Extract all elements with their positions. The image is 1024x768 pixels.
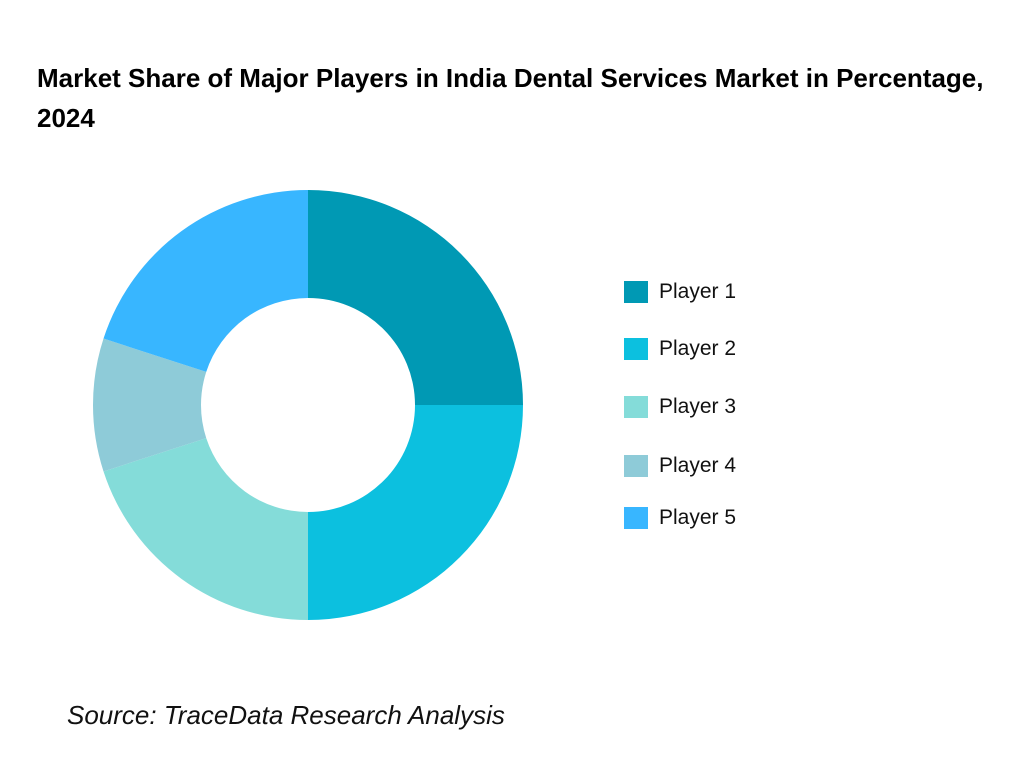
legend-swatch (624, 507, 648, 529)
legend-label: Player 5 (659, 506, 737, 529)
donut-slice-player-2 (308, 405, 523, 620)
legend-label: Player 3 (659, 395, 737, 418)
legend-label: Player 1 (659, 280, 737, 303)
legend-swatch (624, 281, 648, 303)
legend-item-player-5: Player 5 (624, 506, 736, 530)
donut-slice-player-5 (103, 190, 308, 372)
donut-slice-player-4 (92, 338, 207, 472)
legend-swatch (624, 338, 648, 360)
donut-slice-player-1 (308, 190, 523, 405)
legend-swatch (624, 396, 648, 418)
legend-item-player-3: Player 3 (624, 395, 736, 419)
legend-item-player-2: Player 2 (624, 337, 736, 361)
donut-slice-player-3 (103, 438, 308, 620)
chart-title: Market Share of Major Players in India D… (37, 63, 984, 133)
legend-label: Player 2 (659, 337, 737, 360)
legend-label: Player 4 (659, 454, 737, 477)
legend-swatch (624, 455, 648, 477)
source-note: Source: TraceData Research Analysis (67, 700, 505, 730)
legend-item-player-1: Player 1 (624, 280, 736, 304)
legend-item-player-4: Player 4 (624, 454, 736, 478)
